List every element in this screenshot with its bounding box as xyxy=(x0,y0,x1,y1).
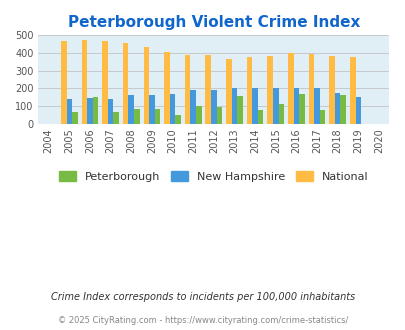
Bar xyxy=(308,54,313,124)
Bar xyxy=(349,56,355,124)
Bar xyxy=(272,88,278,124)
Bar xyxy=(257,110,263,124)
Bar xyxy=(102,41,108,124)
Bar xyxy=(278,104,284,124)
Bar xyxy=(143,47,149,124)
Bar xyxy=(298,94,304,124)
Bar xyxy=(216,107,222,124)
Text: © 2025 CityRating.com - https://www.cityrating.com/crime-statistics/: © 2025 CityRating.com - https://www.city… xyxy=(58,316,347,325)
Bar xyxy=(108,99,113,124)
Bar xyxy=(196,106,201,124)
Bar xyxy=(72,112,77,124)
Bar xyxy=(355,97,360,124)
Bar xyxy=(287,53,293,124)
Bar xyxy=(252,88,257,124)
Bar xyxy=(164,52,169,124)
Bar xyxy=(328,56,334,124)
Bar xyxy=(66,99,72,124)
Bar xyxy=(334,93,340,124)
Bar xyxy=(123,43,128,124)
Bar xyxy=(190,90,196,124)
Title: Peterborough Violent Crime Index: Peterborough Violent Crime Index xyxy=(68,15,359,30)
Legend: Peterborough, New Hampshire, National: Peterborough, New Hampshire, National xyxy=(55,166,372,186)
Bar xyxy=(205,55,211,124)
Bar xyxy=(149,95,154,124)
Bar xyxy=(81,40,87,124)
Text: Crime Index corresponds to incidents per 100,000 inhabitants: Crime Index corresponds to incidents per… xyxy=(51,292,354,302)
Bar xyxy=(237,96,242,124)
Bar xyxy=(267,56,272,124)
Bar xyxy=(319,110,325,124)
Bar xyxy=(128,95,134,124)
Bar xyxy=(113,112,119,124)
Bar xyxy=(87,98,92,124)
Bar xyxy=(231,88,237,124)
Bar xyxy=(134,109,139,124)
Bar xyxy=(61,41,66,124)
Bar xyxy=(246,57,252,124)
Bar xyxy=(340,94,345,124)
Bar xyxy=(154,109,160,124)
Bar xyxy=(175,115,181,124)
Bar xyxy=(169,94,175,124)
Bar xyxy=(92,97,98,124)
Bar xyxy=(226,59,231,124)
Bar xyxy=(293,88,298,124)
Bar xyxy=(184,55,190,124)
Bar xyxy=(211,90,216,124)
Bar xyxy=(313,88,319,124)
